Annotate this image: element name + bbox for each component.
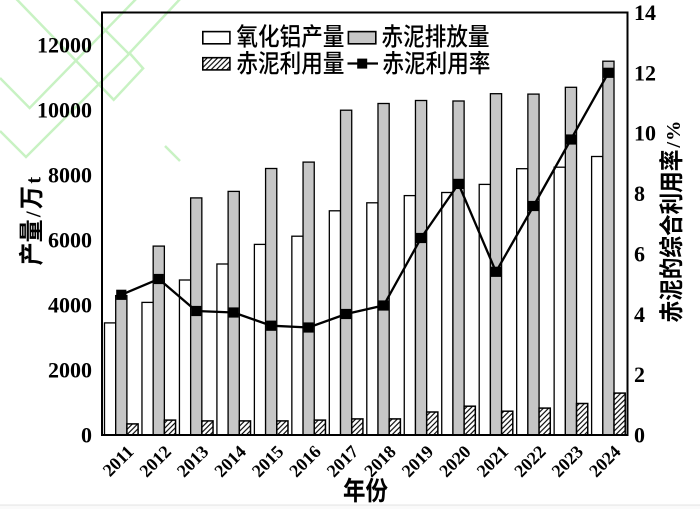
svg-text:t: t [23,177,45,184]
svg-text:0: 0 [634,423,645,448]
svg-text:2: 2 [634,362,645,387]
svg-text:8: 8 [634,181,645,206]
svg-text:6000: 6000 [48,228,92,253]
svg-text:14: 14 [634,0,656,25]
svg-text:6: 6 [634,241,645,266]
svg-text:%: % [663,121,685,141]
svg-text:10000: 10000 [37,98,92,123]
svg-text:12: 12 [634,60,656,85]
svg-text:4: 4 [634,302,645,327]
svg-text:10: 10 [634,121,656,146]
svg-text:2000: 2000 [48,358,92,383]
svg-text:/: / [23,211,45,218]
svg-text:0: 0 [81,423,92,448]
svg-text:12000: 12000 [37,33,92,58]
svg-text:8000: 8000 [48,163,92,188]
svg-text:/: / [663,142,685,149]
svg-text:4000: 4000 [48,293,92,318]
